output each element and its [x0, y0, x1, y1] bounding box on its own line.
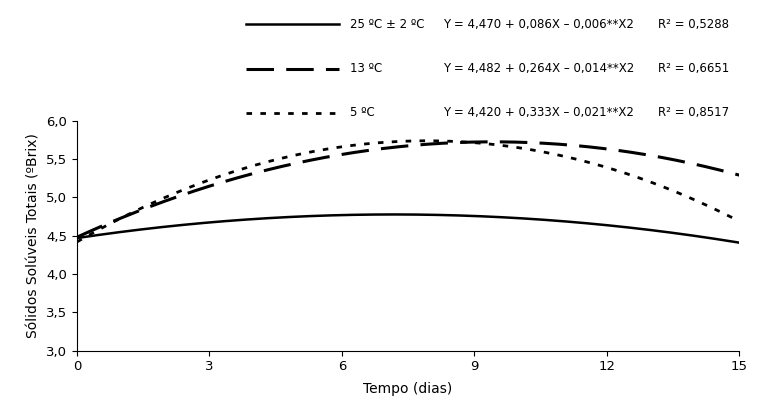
- Text: R² = 0,8517: R² = 0,8517: [658, 106, 729, 119]
- Text: Y = 4,482 + 0,264X – 0,014**X2: Y = 4,482 + 0,264X – 0,014**X2: [443, 62, 634, 75]
- Text: Y = 4,420 + 0,333X – 0,021**X2: Y = 4,420 + 0,333X – 0,021**X2: [443, 106, 634, 119]
- Text: 5 ºC: 5 ºC: [350, 106, 375, 119]
- Text: Y = 4,470 + 0,086X – 0,006**X2: Y = 4,470 + 0,086X – 0,006**X2: [443, 18, 634, 31]
- Text: 13 ºC: 13 ºC: [350, 62, 383, 75]
- Text: 25 ºC ± 2 ºC: 25 ºC ± 2 ºC: [350, 18, 425, 31]
- Text: R² = 0,6651: R² = 0,6651: [658, 62, 730, 75]
- X-axis label: Tempo (dias): Tempo (dias): [363, 382, 453, 396]
- Y-axis label: Sólidos Solúveis Totais (ºBrix): Sólidos Solúveis Totais (ºBrix): [27, 133, 41, 338]
- Text: R² = 0,5288: R² = 0,5288: [658, 18, 729, 31]
